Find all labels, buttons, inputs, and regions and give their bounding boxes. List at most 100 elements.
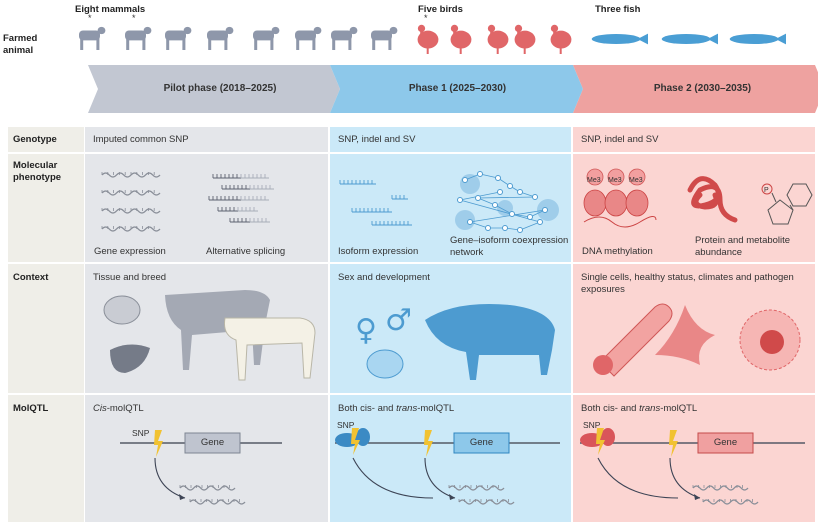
network-edge [459,199,541,223]
gene-label: Gene [469,437,494,448]
carp-icon-part [637,33,648,45]
molqtl-pilot: Cis-molQTL [93,403,144,415]
cis-text: Cis [93,403,107,414]
snp-lightning-icon [596,428,605,455]
network-node [502,225,508,231]
thermometer-icon [599,303,673,377]
trans-effect-arrow [597,457,679,499]
cis-effect-arrow [424,457,456,499]
transcription-factor-icon [356,428,370,446]
duck-icon [450,24,472,54]
pig-icon-part [126,38,130,50]
sheep-icon-part [225,26,234,35]
network-edge [477,197,496,206]
network-module [460,174,480,194]
snp-label: SNP [337,420,355,430]
snp-lightning-icon [669,430,678,457]
chicken-icon [417,24,439,54]
goat-icon [165,26,192,50]
horse-icon [253,26,280,50]
bond [789,204,794,211]
female-symbol-icon: ♀ [355,313,377,348]
alternative-splicing-label: Alternative splicing [206,246,286,257]
phase-label-phase2: Phase 2 (2030–2035) [653,83,752,94]
carp-icon-part [591,33,641,45]
salmon-icon [729,33,786,45]
dairy-cow-icon [165,290,270,370]
gene-box [697,432,754,454]
cell-icon [655,305,715,365]
transcription-factor-icon [601,428,615,446]
turkey-icon [514,24,536,54]
brain-icon [103,295,141,325]
trans-text: trans [639,403,661,414]
bond [771,192,777,203]
phase-label-phase1: Phase 1 (2025–2030) [408,83,507,94]
asterisk: * [132,13,136,23]
horse-icon-part [271,26,280,35]
molqtl-text: -molQTL [660,403,698,414]
row-divider [8,152,815,154]
gene-label: Gene [200,437,225,448]
chicken-icon-part [420,28,424,40]
cattle-icon [79,26,106,50]
snp-lightning-icon [351,428,360,455]
genotype-phase1: SNP, indel and SV [338,134,416,145]
methyl-mark [628,168,646,186]
dna-strand [583,216,657,228]
rabbit-icon-part [313,26,322,35]
goat-icon-part [166,38,170,50]
network-node [475,195,481,201]
camel-icon [331,26,358,50]
protein-icon [687,176,738,223]
context-phase1: Sex and development [338,272,430,283]
context-pilot: Tissue and breed [93,272,167,283]
genotype-phase2: SNP, indel and SV [581,134,659,145]
gene-box [184,432,241,454]
network-node [532,194,538,200]
phase-label-pilot: Pilot phase (2018–2025) [163,83,277,94]
dna-methylation-label: DNA methylation [582,246,653,257]
thermometer-bulb [593,355,613,375]
network-node [527,214,533,220]
genotype-pilot: Imputed common SNP [93,134,189,145]
network-node [537,219,543,225]
camel-icon-part [332,38,336,50]
network-node [477,171,483,177]
turkey-icon-part [517,28,521,40]
snp-lightning-icon [424,430,433,457]
network-node [517,227,523,233]
goat-icon-part [182,38,186,50]
camel-icon-part [348,38,352,50]
sheep-icon-part [224,38,228,50]
cattle-icon-part [80,38,84,50]
pig-icon-part [125,30,146,41]
methyl-mark [607,168,625,186]
arrowhead [694,494,700,500]
group-label-birds: Five birds [418,4,463,15]
row-label-molecular-phenotype: Molecular phenotype [13,160,62,183]
network-node [542,207,548,213]
network-module [497,200,513,216]
network-edge [519,221,541,231]
network-node [485,225,491,231]
network-edge [469,209,546,223]
methyl-tag: Me3 [608,177,622,184]
pigeon-icon [550,24,572,54]
camel-icon-part [349,26,358,35]
hexagon-ring [786,183,813,207]
row-divider [8,262,815,264]
duck-icon-part [453,28,457,40]
isoform-expression-label: Isoform expression [338,246,419,257]
row-label-context: Context [13,272,49,283]
asterisk: * [88,13,92,23]
molqtl-phase1: Both cis- and trans-molQTL [338,403,454,415]
molqtl-text: -molQTL [417,403,455,414]
both-cis-text: Both cis- and [338,403,397,414]
network-edge [494,204,513,215]
male-symbol-icon: ♂ [385,303,412,338]
donkey-icon-part [371,30,392,41]
salmon-icon-part [729,33,779,45]
network-edge [469,221,489,229]
duck-icon-part [459,46,462,54]
